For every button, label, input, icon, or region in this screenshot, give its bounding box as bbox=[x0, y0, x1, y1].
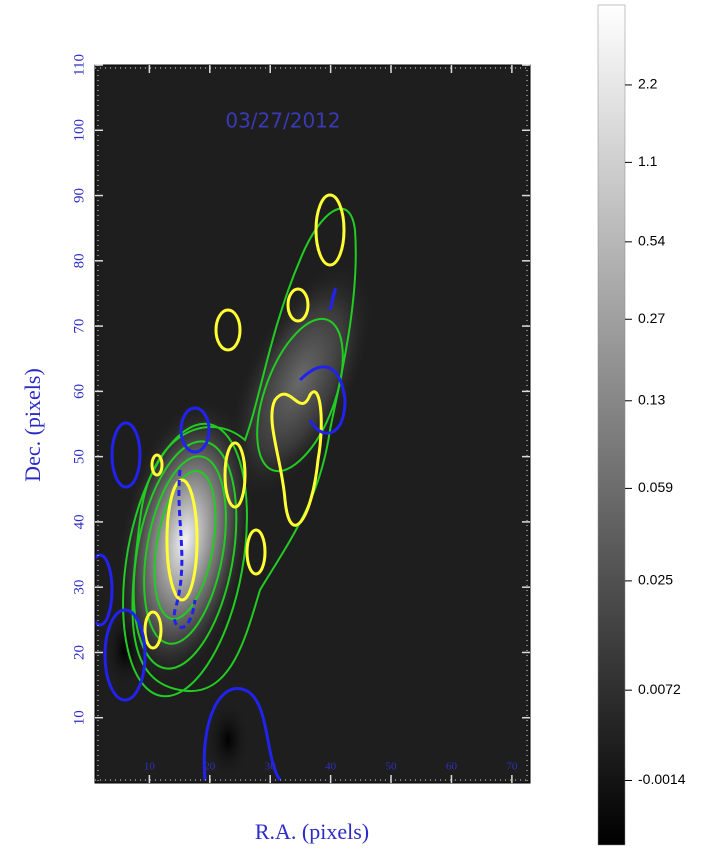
x-tick-label: 70 bbox=[506, 761, 518, 773]
colorbar-tick-label: -0.0014 bbox=[638, 771, 686, 787]
x-tick-label: 30 bbox=[265, 761, 277, 773]
y-tick-label: 100 bbox=[71, 119, 87, 142]
x-tick-label: 60 bbox=[446, 761, 458, 773]
y-tick-label: 110 bbox=[71, 54, 87, 76]
y-tick-label: 90 bbox=[71, 188, 87, 203]
y-tick-label: 30 bbox=[71, 580, 87, 595]
y-tick-label: 10 bbox=[71, 710, 87, 725]
colorbar-tick-label: 2.2 bbox=[638, 76, 658, 92]
colorbar bbox=[598, 5, 625, 845]
x-tick-label: 50 bbox=[386, 761, 398, 773]
y-tick-label: 80 bbox=[71, 253, 87, 268]
colorbar-tick-label: 0.27 bbox=[638, 310, 665, 326]
y-axis-label: Dec. (pixels) bbox=[20, 368, 45, 482]
y-tick-label: 60 bbox=[71, 384, 87, 399]
y-tick-label: 20 bbox=[71, 645, 87, 660]
figure: 03/27/2012 Dec. (pixels) R.A. (pixels) 1… bbox=[0, 0, 720, 850]
colorbar-tick-label: 0.0072 bbox=[638, 681, 681, 697]
x-tick-label: 10 bbox=[144, 761, 156, 773]
y-tick-label: 70 bbox=[71, 319, 87, 334]
x-tick-label: 40 bbox=[325, 761, 337, 773]
x-tick-label: 20 bbox=[204, 761, 216, 773]
y-tick-label: 50 bbox=[71, 449, 87, 464]
y-tick-label: 40 bbox=[71, 514, 87, 529]
chart-title: 03/27/2012 bbox=[225, 109, 340, 133]
colorbar-tick-label: 0.059 bbox=[638, 479, 673, 495]
colorbar-tick-label: 1.1 bbox=[638, 153, 658, 169]
colorbar-tick-label: 0.54 bbox=[638, 233, 665, 249]
colorbar-tick-label: 0.13 bbox=[638, 391, 665, 407]
colorbar-tick-label: 0.025 bbox=[638, 572, 673, 588]
image-panel: 03/27/2012 bbox=[88, 65, 530, 783]
x-axis-label: R.A. (pixels) bbox=[255, 819, 369, 844]
